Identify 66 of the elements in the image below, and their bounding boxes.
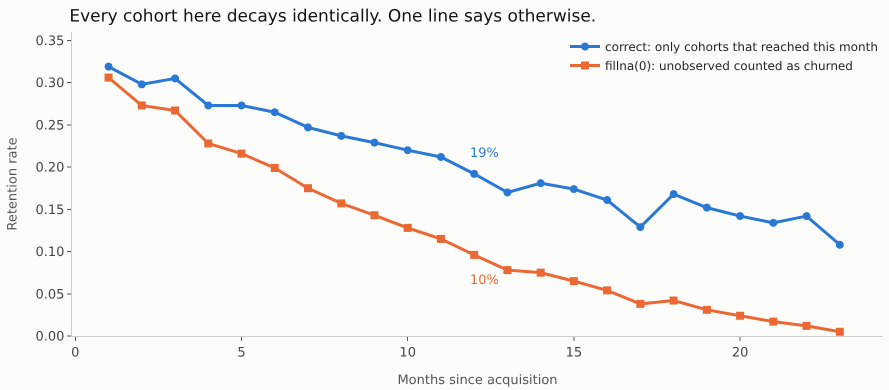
x-tick-label: 10 [399,346,416,361]
point [736,312,744,320]
y-tick-label: 0.20 [35,160,64,176]
point [404,146,412,154]
point [503,188,512,196]
point [337,199,346,208]
point [337,132,346,140]
point [204,101,212,110]
y-tick-label: 0.25 [35,118,64,134]
x-tick-label: 20 [732,346,748,361]
y-tick-label: 0.30 [35,76,64,92]
point [204,139,212,148]
point [570,277,578,286]
legend-label: fillna(0): unobserved counted as churned [605,59,853,74]
y-axis-title: Retention rate [5,137,20,231]
point [270,164,279,172]
point [470,170,478,178]
point [802,212,811,220]
point [370,211,378,220]
y-tick-label: 0.15 [35,202,64,218]
point [470,250,478,259]
point [603,286,612,294]
point [670,296,678,305]
point [636,300,644,308]
point [138,101,146,110]
annotation: 19% [470,146,499,161]
point [769,318,778,326]
point [238,101,246,110]
point [636,223,644,232]
x-tick-label: 15 [566,346,582,361]
annotation: 10% [470,273,499,288]
point [436,152,445,161]
chart-title: Every cohort here decays identically. One line says otherwise. [69,6,596,27]
y-tick-label: 0.35 [35,34,64,49]
point [769,218,778,227]
point [370,138,378,147]
point [802,322,811,330]
point [536,179,545,188]
point [570,185,578,194]
point [304,184,312,192]
point [836,240,844,249]
y-tick-label: 0.00 [35,330,64,345]
x-tick-label: 5 [237,346,246,361]
point [603,196,612,204]
point [836,328,844,336]
point [702,306,711,314]
y-tick-label: 0.05 [35,287,64,302]
point [270,108,279,116]
point [238,150,246,158]
point [536,268,545,277]
point [138,80,146,88]
point [171,106,180,115]
point [304,123,312,132]
point [104,74,113,82]
point [171,74,180,82]
x-axis-title: Months since acquisition [397,373,558,388]
point [404,224,412,232]
point [670,190,678,198]
point [702,204,711,212]
point [436,234,445,243]
point [736,212,744,220]
point [503,266,512,274]
point [104,62,113,71]
y-tick-label: 0.10 [35,245,64,260]
legend-label: correct: only cohorts that reached this month [605,40,878,54]
x-tick-label: 0 [71,346,80,361]
